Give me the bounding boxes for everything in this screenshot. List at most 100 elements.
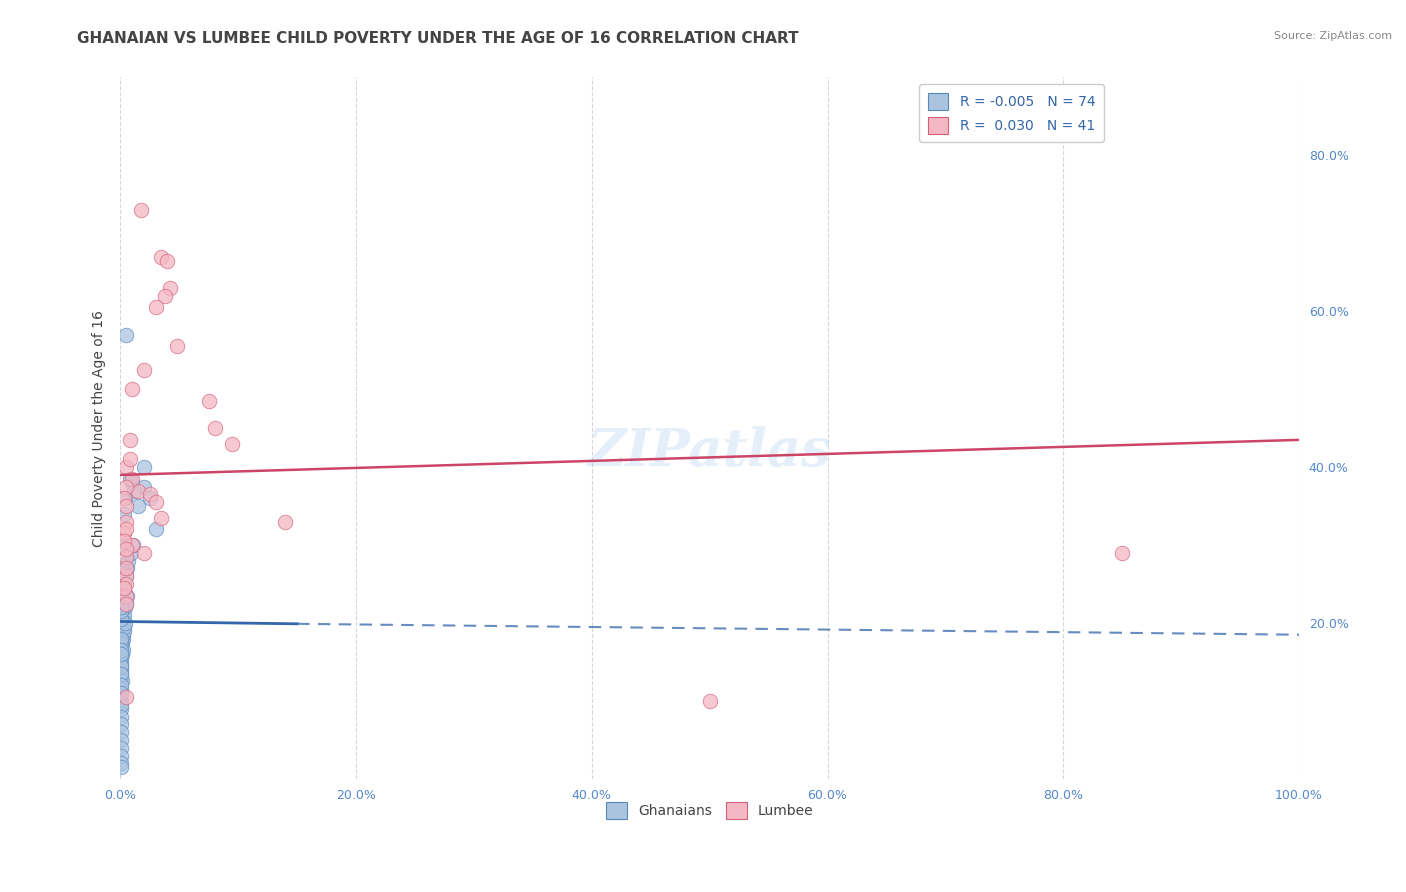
Point (156, 253, 179, 268)
Point (112, 628, 135, 642)
Point (115, 541, 138, 556)
Point (115, 597, 138, 611)
Point (110, 748, 132, 763)
Point (112, 608, 135, 623)
Text: GHANAIAN VS LUMBEE CHILD POVERTY UNDER THE AGE OF 16 CORRELATION CHART: GHANAIAN VS LUMBEE CHILD POVERTY UNDER T… (77, 31, 799, 46)
Point (145, 523, 167, 537)
Point (110, 725, 132, 739)
Point (110, 702, 132, 716)
Point (138, 491, 160, 506)
Point (115, 561, 138, 575)
Point (110, 663, 132, 677)
Point (699, 694, 721, 708)
Point (132, 480, 155, 494)
Point (112, 620, 135, 634)
Point (115, 569, 138, 583)
Point (138, 487, 160, 501)
Point (115, 577, 138, 591)
Point (115, 460, 138, 475)
Point (115, 327, 138, 342)
Point (110, 698, 132, 712)
Point (1111, 546, 1133, 560)
Point (115, 589, 138, 603)
Point (112, 612, 135, 626)
Point (150, 511, 173, 525)
Point (110, 659, 132, 673)
Point (131, 202, 153, 217)
Y-axis label: Child Poverty Under the Age of 16: Child Poverty Under the Age of 16 (93, 310, 107, 547)
Point (111, 635, 134, 649)
Point (110, 651, 132, 665)
Point (121, 472, 143, 486)
Point (110, 756, 132, 771)
Point (110, 760, 132, 774)
Point (115, 597, 138, 611)
Point (153, 288, 176, 302)
Point (110, 558, 132, 572)
Point (110, 628, 132, 642)
Text: Source: ZipAtlas.com: Source: ZipAtlas.com (1274, 31, 1392, 41)
Point (110, 647, 132, 661)
Point (132, 362, 155, 376)
Point (121, 538, 143, 552)
Point (274, 515, 297, 529)
Point (132, 546, 155, 560)
Point (112, 507, 135, 521)
Point (111, 647, 134, 661)
Point (110, 632, 132, 646)
Point (115, 515, 138, 529)
Point (112, 526, 135, 541)
Point (112, 534, 135, 549)
Point (110, 666, 132, 681)
Point (112, 491, 135, 506)
Point (204, 421, 226, 435)
Point (110, 655, 132, 669)
Legend: Ghanaians, Lumbee: Ghanaians, Lumbee (600, 797, 818, 824)
Point (110, 604, 132, 618)
Point (121, 475, 143, 490)
Point (110, 686, 132, 700)
Point (111, 620, 134, 634)
Point (110, 589, 132, 603)
Point (124, 483, 146, 498)
Point (110, 666, 132, 681)
Point (110, 643, 132, 657)
Point (110, 635, 132, 649)
Point (114, 615, 136, 630)
Point (110, 643, 132, 657)
Point (110, 686, 132, 700)
Point (118, 472, 141, 486)
Point (110, 597, 132, 611)
Point (117, 589, 139, 603)
Point (115, 480, 138, 494)
Point (110, 671, 132, 685)
Point (110, 678, 132, 692)
Point (127, 499, 149, 513)
Point (121, 382, 143, 396)
Point (115, 690, 138, 704)
Point (115, 523, 138, 537)
Point (118, 433, 141, 447)
Point (111, 643, 134, 657)
Point (118, 452, 141, 467)
Point (159, 281, 181, 295)
Point (110, 573, 132, 587)
Point (110, 612, 132, 626)
Point (166, 339, 188, 353)
Point (115, 569, 138, 583)
Point (197, 393, 219, 408)
Point (117, 561, 139, 575)
Point (110, 709, 132, 723)
Point (145, 495, 167, 509)
Point (114, 491, 136, 506)
Point (111, 592, 134, 607)
Point (221, 436, 243, 450)
Point (117, 554, 139, 568)
Point (112, 585, 135, 599)
Point (110, 733, 132, 747)
Text: ZIPatlas: ZIPatlas (588, 426, 831, 477)
Point (114, 600, 136, 615)
Point (110, 640, 132, 654)
Point (110, 624, 132, 638)
Point (112, 581, 135, 595)
